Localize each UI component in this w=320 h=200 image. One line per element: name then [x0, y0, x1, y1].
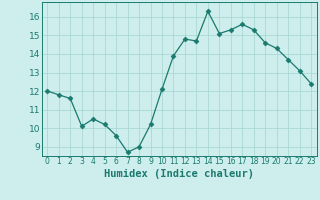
X-axis label: Humidex (Indice chaleur): Humidex (Indice chaleur) — [104, 169, 254, 179]
